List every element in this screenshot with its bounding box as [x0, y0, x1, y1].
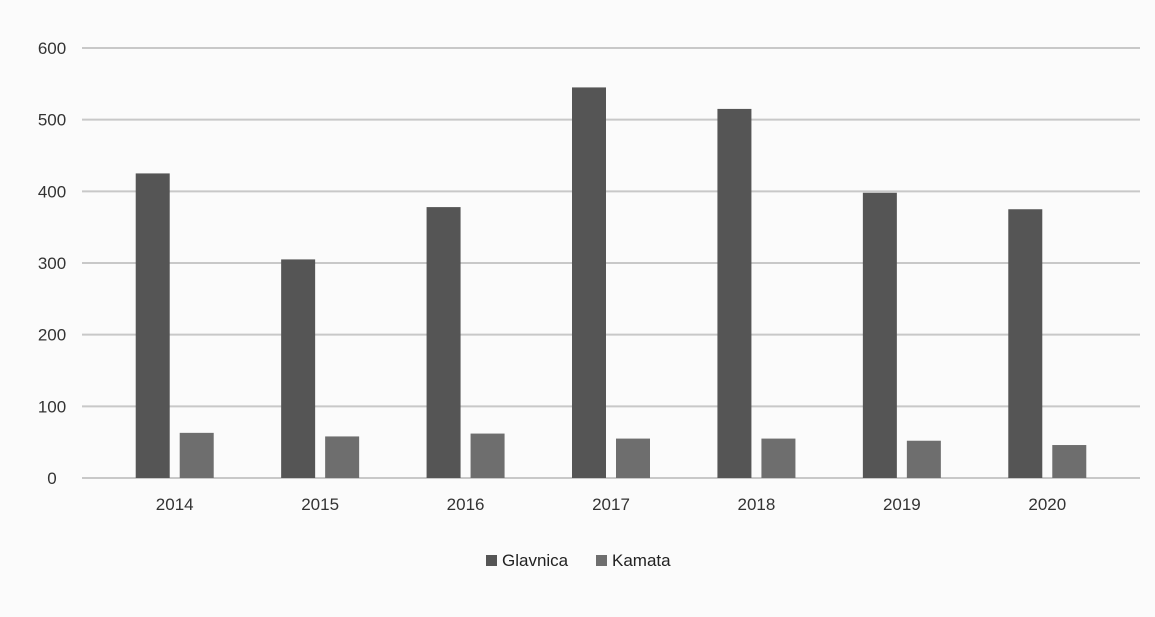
bars — [135, 87, 1087, 479]
bar-kamata-2018 — [761, 438, 796, 478]
x-tick-label: 2015 — [301, 495, 339, 514]
y-tick-label: 100 — [38, 397, 66, 416]
y-tick-label: 500 — [38, 111, 66, 130]
x-tick-label: 2016 — [447, 495, 485, 514]
legend-swatch-glavnica — [486, 555, 497, 566]
x-tick-label: 2017 — [592, 495, 630, 514]
bar-glavnica-2016 — [426, 207, 461, 478]
gridlines — [82, 47, 1140, 479]
y-tick-label: 400 — [38, 182, 66, 201]
y-tick-label: 200 — [38, 326, 66, 345]
y-tick-label: 600 — [38, 39, 66, 58]
x-tick-label: 2020 — [1028, 495, 1066, 514]
bar-glavnica-2018 — [717, 108, 752, 479]
bar-kamata-2014 — [179, 432, 214, 478]
bar-glavnica-2014 — [135, 173, 170, 478]
x-axis-ticks: 2014 2015 2016 2017 2018 2019 2020 — [156, 495, 1066, 514]
bar-kamata-2015 — [325, 436, 360, 478]
x-tick-label: 2018 — [738, 495, 776, 514]
bar-glavnica-2015 — [281, 259, 316, 478]
y-tick-label: 0 — [47, 469, 56, 488]
bar-kamata-2017 — [616, 438, 650, 478]
bar-kamata-2020 — [1052, 445, 1087, 478]
bar-glavnica-2019 — [862, 192, 897, 478]
bar-kamata-2019 — [906, 440, 941, 478]
bar-glavnica-2020 — [1008, 209, 1043, 478]
x-tick-label: 2014 — [156, 495, 194, 514]
legend-swatch-kamata — [596, 555, 607, 566]
legend-label-kamata: Kamata — [612, 551, 671, 570]
y-axis-ticks: 0 100 200 300 400 500 600 — [38, 39, 66, 488]
legend: Glavnica Kamata — [486, 551, 671, 570]
bar-glavnica-2017 — [572, 87, 606, 479]
legend-label-glavnica: Glavnica — [502, 551, 569, 570]
bar-kamata-2016 — [470, 433, 505, 478]
y-tick-label: 300 — [38, 254, 66, 273]
x-tick-label: 2019 — [883, 495, 921, 514]
